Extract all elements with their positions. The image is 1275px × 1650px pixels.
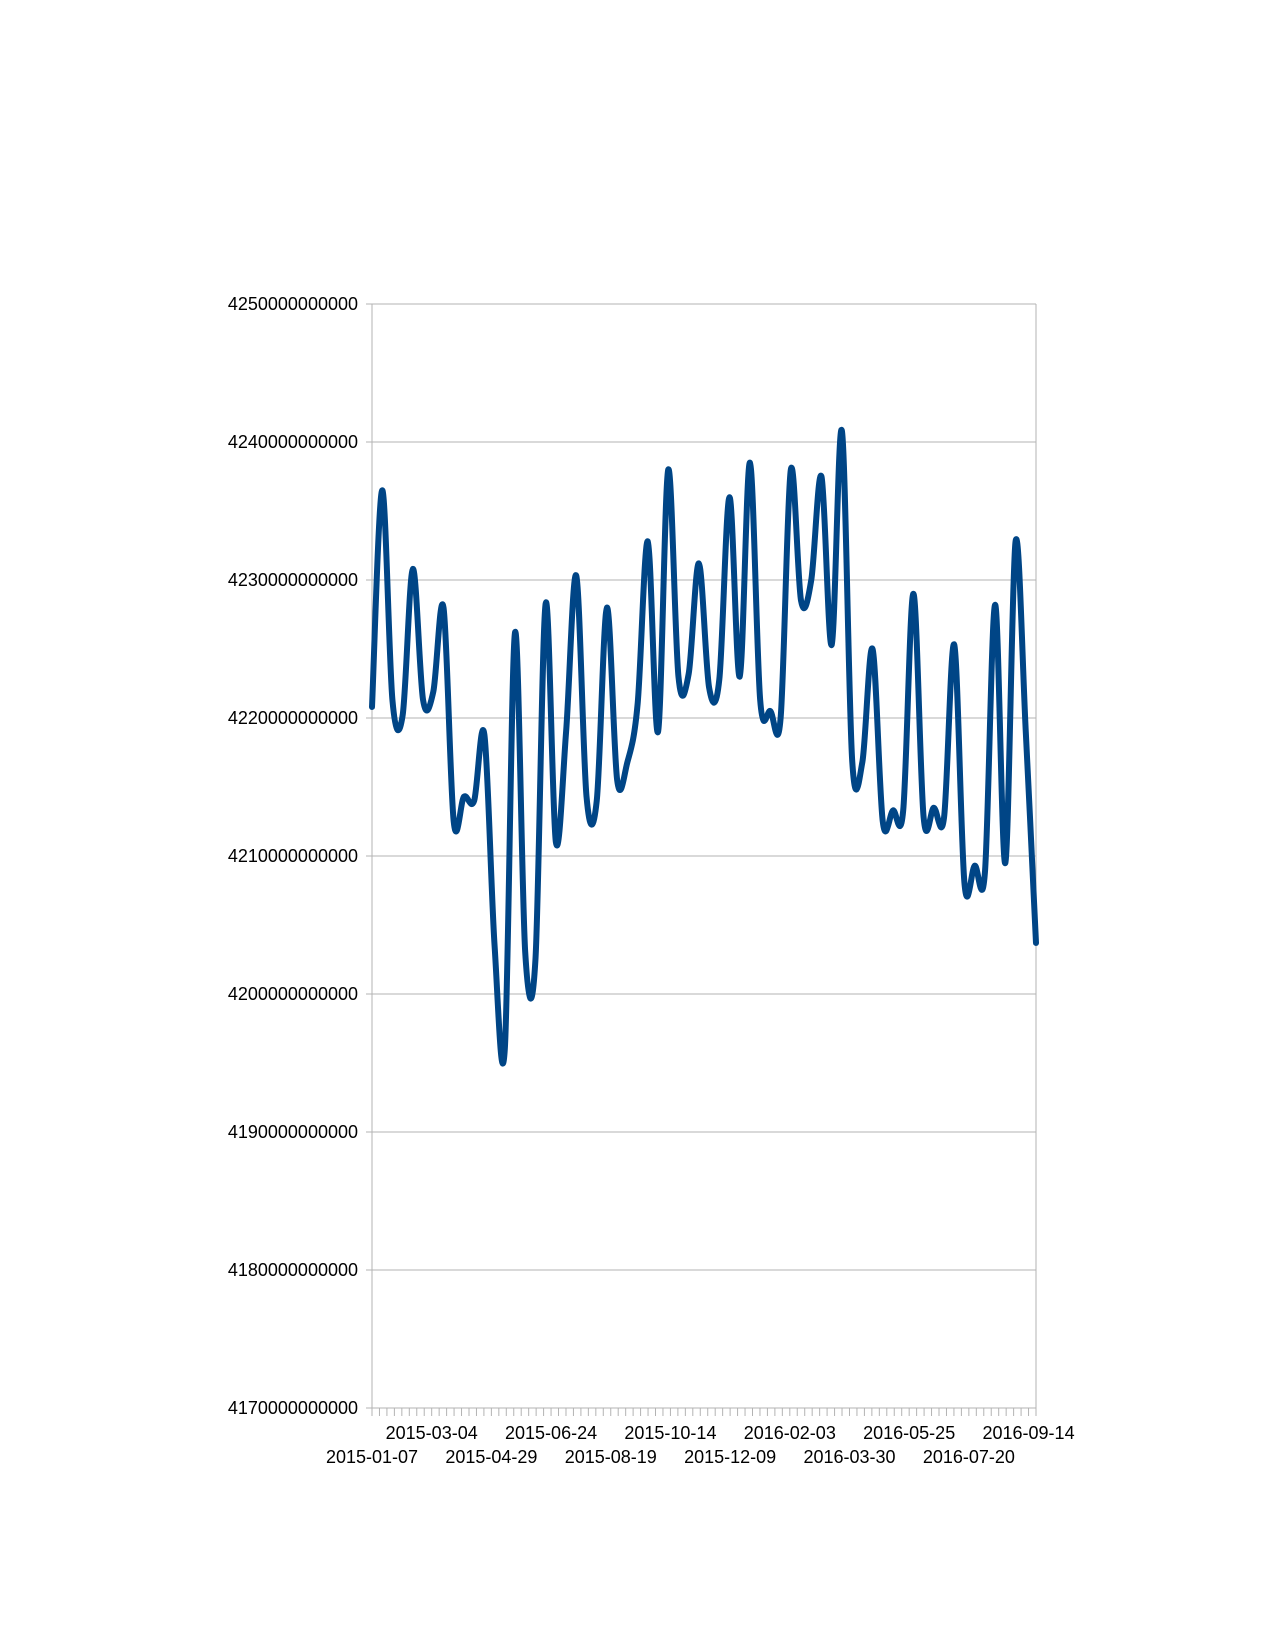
y-tick-label: 4250000000000 (228, 294, 358, 314)
y-tick-label: 4220000000000 (228, 708, 358, 728)
x-tick-label: 2016-07-20 (923, 1447, 1015, 1467)
y-tick-label: 4240000000000 (228, 432, 358, 452)
y-tick-label: 4170000000000 (228, 1398, 358, 1418)
x-tick-label: 2016-09-14 (983, 1423, 1075, 1443)
y-tick-label: 4190000000000 (228, 1122, 358, 1142)
x-axis-ticks (371, 1408, 1037, 1416)
x-tick-label: 2015-03-04 (386, 1423, 478, 1443)
x-tick-label: 2015-04-29 (445, 1447, 537, 1467)
y-tick-label: 4180000000000 (228, 1260, 358, 1280)
axes (371, 304, 1037, 1414)
gridlines (366, 303, 1036, 1409)
y-tick-label: 4210000000000 (228, 846, 358, 866)
series-layer (369, 427, 1039, 1067)
x-tick-label: 2015-10-14 (624, 1423, 716, 1443)
x-tick-label: 2016-05-25 (863, 1423, 955, 1443)
x-tick-label: 2016-02-03 (744, 1423, 836, 1443)
y-axis-tick-labels: 4170000000000 4180000000000 4190000000000 4… (228, 294, 358, 1418)
x-axis-tick-labels: 2015-01-07 2015-03-04 2015-04-29 2015-06-24… (326, 1423, 1075, 1467)
y-tick-label: 4230000000000 (228, 570, 358, 590)
x-tick-label: 2016-03-30 (803, 1447, 895, 1467)
x-tick-label: 2015-12-09 (684, 1447, 776, 1467)
series-line (369, 427, 1039, 1067)
x-tick-label: 2015-06-24 (505, 1423, 597, 1443)
x-tick-label: 2015-01-07 (326, 1447, 418, 1467)
y-tick-label: 4200000000000 (228, 984, 358, 1004)
x-tick-label: 2015-08-19 (565, 1447, 657, 1467)
